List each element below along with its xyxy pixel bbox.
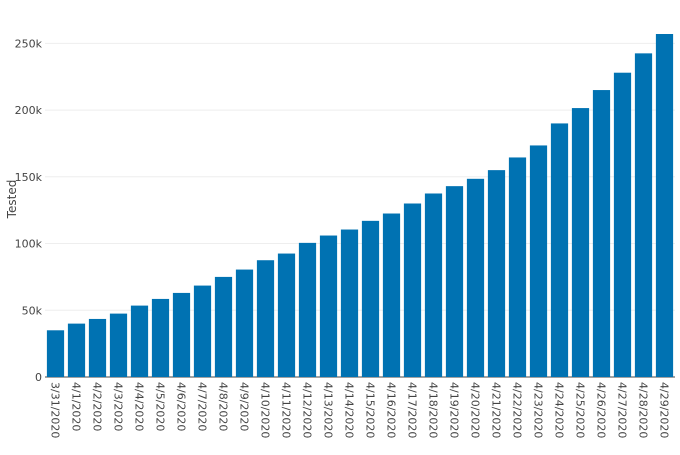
x-tick-label: 4/23/2020 bbox=[532, 382, 545, 438]
bar[interactable] bbox=[193, 285, 212, 377]
x-tick-label: 4/8/2020 bbox=[217, 382, 230, 431]
x-tick-label: 4/27/2020 bbox=[616, 382, 629, 438]
bar[interactable] bbox=[382, 213, 401, 377]
x-tick-label: 4/6/2020 bbox=[175, 382, 188, 431]
y-axis-title: Tested bbox=[5, 180, 19, 220]
x-tick-label: 4/13/2020 bbox=[322, 382, 335, 438]
bar[interactable] bbox=[445, 186, 464, 377]
bar[interactable] bbox=[550, 123, 569, 377]
y-tick-label: 0 bbox=[35, 371, 42, 384]
x-tick-label: 4/18/2020 bbox=[427, 382, 440, 438]
bar[interactable] bbox=[361, 220, 380, 377]
bar[interactable] bbox=[529, 145, 548, 377]
x-tick-label: 3/31/2020 bbox=[49, 382, 62, 438]
y-tick-label: 200k bbox=[15, 104, 43, 117]
y-axis: 0 50k 100k 150k 200k 250k bbox=[15, 37, 43, 384]
bar[interactable] bbox=[109, 313, 128, 377]
x-tick-label: 4/25/2020 bbox=[574, 382, 587, 438]
bar[interactable] bbox=[634, 53, 653, 377]
x-tick-label: 4/7/2020 bbox=[196, 382, 209, 431]
bar[interactable] bbox=[613, 72, 632, 377]
x-tick-label: 4/22/2020 bbox=[511, 382, 524, 438]
bars bbox=[46, 34, 674, 378]
bar[interactable] bbox=[256, 260, 275, 377]
bar[interactable] bbox=[340, 229, 359, 377]
x-tick-label: 4/5/2020 bbox=[154, 382, 167, 431]
x-tick-label: 4/15/2020 bbox=[364, 382, 377, 438]
x-tick-label: 4/20/2020 bbox=[469, 382, 482, 438]
x-tick-label: 4/26/2020 bbox=[595, 382, 608, 438]
bar[interactable] bbox=[508, 157, 527, 377]
bar[interactable] bbox=[67, 323, 86, 377]
x-tick-label: 4/28/2020 bbox=[637, 382, 650, 438]
bar[interactable] bbox=[277, 253, 296, 377]
gridlines bbox=[45, 42, 675, 378]
bar[interactable] bbox=[235, 269, 254, 377]
x-tick-label: 4/1/2020 bbox=[70, 382, 83, 431]
bar[interactable] bbox=[46, 330, 65, 377]
bar[interactable] bbox=[214, 276, 233, 377]
y-tick-label: 250k bbox=[15, 37, 43, 50]
x-tick-label: 4/10/2020 bbox=[259, 382, 272, 438]
bar[interactable] bbox=[487, 170, 506, 377]
x-tick-label: 4/11/2020 bbox=[280, 382, 293, 438]
bar[interactable] bbox=[172, 292, 191, 377]
bar[interactable] bbox=[466, 178, 485, 377]
y-tick-label: 50k bbox=[22, 304, 43, 317]
bar[interactable] bbox=[151, 298, 170, 377]
x-tick-label: 4/4/2020 bbox=[133, 382, 146, 431]
x-tick-label: 4/29/2020 bbox=[658, 382, 671, 438]
bar[interactable] bbox=[592, 90, 611, 378]
bar[interactable] bbox=[655, 34, 674, 377]
bar[interactable] bbox=[319, 235, 338, 377]
x-tick-label: 4/24/2020 bbox=[553, 382, 566, 438]
x-tick-label: 4/9/2020 bbox=[238, 382, 251, 431]
x-tick-label: 4/17/2020 bbox=[406, 382, 419, 438]
x-tick-label: 4/14/2020 bbox=[343, 382, 356, 438]
y-tick-label: 150k bbox=[15, 171, 43, 184]
x-tick-label: 4/21/2020 bbox=[490, 382, 503, 438]
x-axis: 3/31/2020 4/1/2020 4/2/2020 4/3/2020 4/4/202… bbox=[49, 382, 671, 438]
bar[interactable] bbox=[298, 242, 317, 377]
bar[interactable] bbox=[403, 203, 422, 378]
x-tick-label: 4/19/2020 bbox=[448, 382, 461, 438]
bar[interactable] bbox=[571, 108, 590, 377]
bar[interactable] bbox=[88, 318, 107, 377]
y-tick-label: 100k bbox=[15, 238, 43, 251]
x-tick-label: 4/12/2020 bbox=[301, 382, 314, 438]
bar[interactable] bbox=[130, 305, 149, 377]
x-tick-label: 4/2/2020 bbox=[91, 382, 104, 431]
x-tick-label: 4/16/2020 bbox=[385, 382, 398, 438]
x-tick-label: 4/3/2020 bbox=[112, 382, 125, 431]
bar[interactable] bbox=[424, 193, 443, 377]
